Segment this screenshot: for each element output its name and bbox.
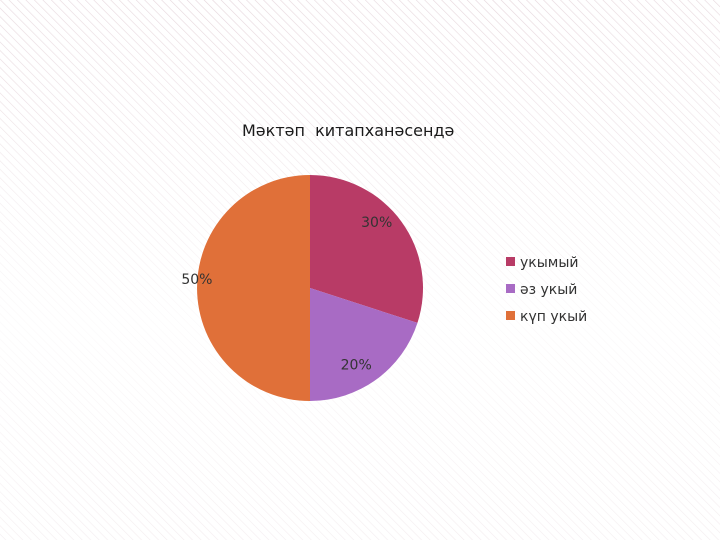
pie-data-labels: 30% 20% 50% [181, 215, 392, 374]
legend-swatch-3 [506, 311, 515, 320]
legend-swatch-1 [506, 257, 515, 266]
chart-legend: укымый әз укый күп укый [506, 255, 587, 325]
data-label-2: 20% [341, 358, 372, 374]
data-label-1: 30% [361, 215, 392, 231]
pie-slice-2 [310, 288, 418, 401]
data-label-3: 50% [181, 272, 212, 288]
pie-slices [197, 175, 424, 401]
pie-slice-1 [310, 175, 424, 323]
chart-title: Мәктәп китапханәсендә [242, 121, 454, 140]
legend-swatch-2 [506, 284, 515, 293]
legend-label-1: укымый [520, 255, 579, 271]
legend-label-3: күп укый [520, 309, 587, 325]
pie-slice-3 [197, 175, 310, 401]
legend-label-2: әз укый [520, 282, 577, 298]
